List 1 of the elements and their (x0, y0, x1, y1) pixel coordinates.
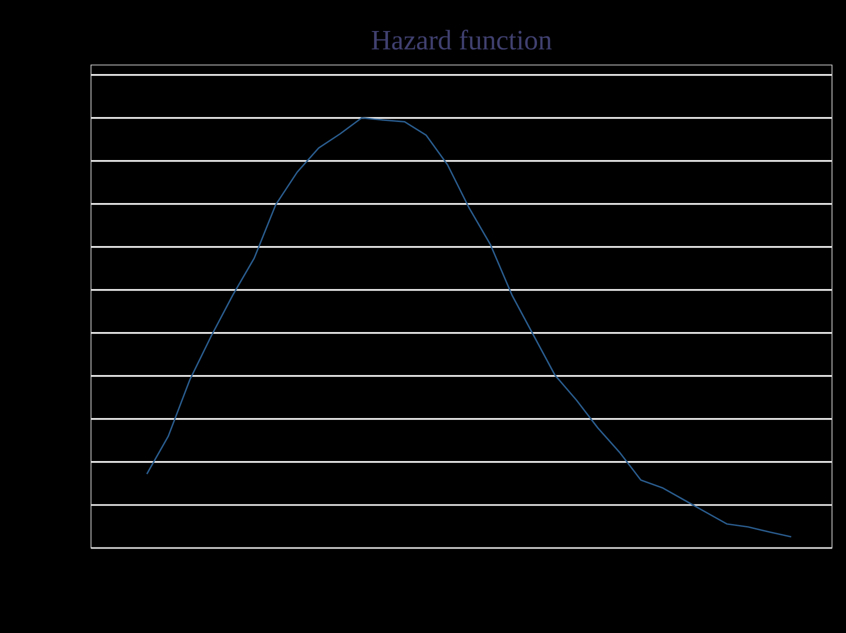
chart-title: Hazard function (372, 30, 552, 50)
